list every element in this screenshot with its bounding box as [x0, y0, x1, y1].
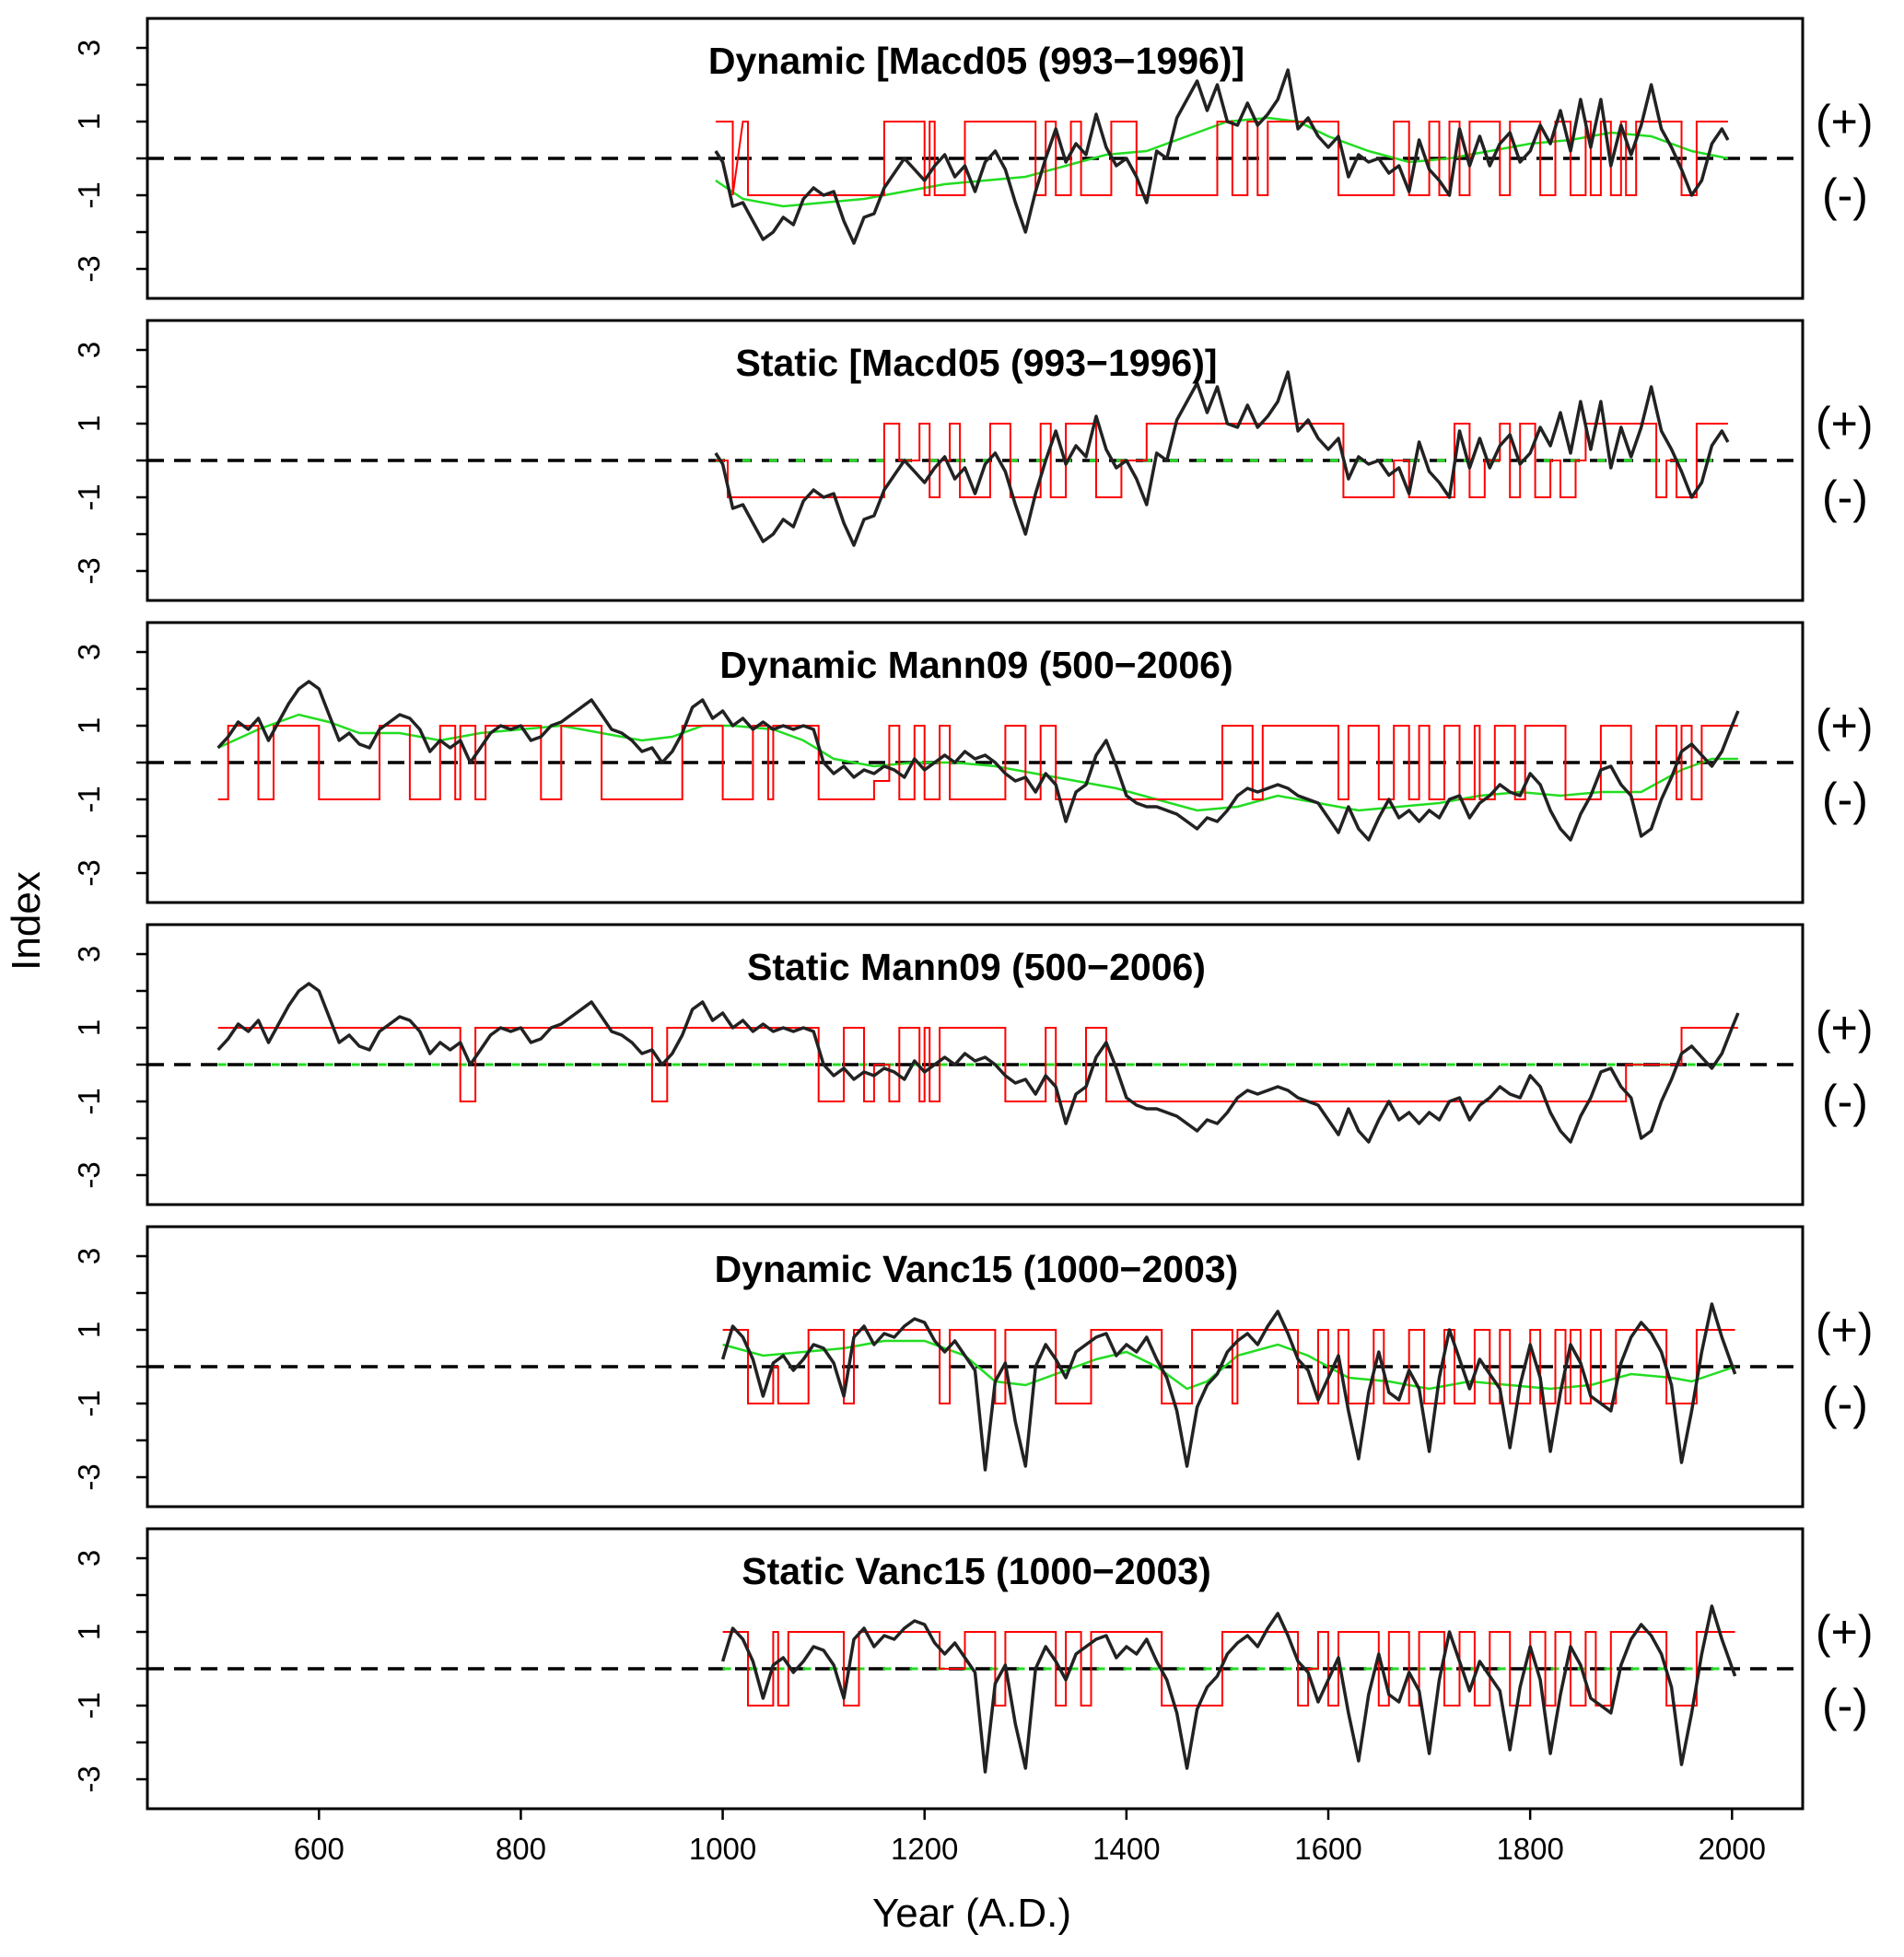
x-tick-label: 800: [496, 1832, 546, 1866]
y-tick-label: 3: [72, 1550, 106, 1567]
regime-line: [715, 121, 1728, 196]
y-tick-label: -1: [72, 786, 106, 812]
x-tick-label: 1600: [1294, 1832, 1361, 1866]
plus-label: (+): [1816, 700, 1874, 751]
y-tick-label: 1: [72, 113, 106, 130]
x-axis-label: Year (A.D.): [872, 1891, 1071, 1936]
y-tick-label: -1: [72, 1692, 106, 1718]
y-tick-label: 3: [72, 342, 106, 358]
panel-title: Static Mann09 (500−2006): [747, 946, 1206, 988]
x-tick-label: 1800: [1496, 1832, 1563, 1866]
y-tick-label: 1: [72, 1624, 106, 1640]
y-tick-label: -1: [72, 483, 106, 510]
panels: -3-113 Dynamic [Macd05 (993−1996)](+)(-)-…: [72, 17, 1874, 1866]
regime-line: [217, 725, 1738, 800]
x-tick-label: 2000: [1699, 1832, 1766, 1866]
y-tick-label: 1: [72, 1322, 106, 1338]
minus-label: (-): [1822, 472, 1868, 523]
y-tick-label: 3: [72, 644, 106, 660]
x-tick-label: 600: [294, 1832, 345, 1866]
panel-title: Static [Macd05 (993−1996)]: [735, 342, 1217, 384]
panel-6: -3 -1 1 3 600 800 1000 1200 1400 1600 1800 2000 Stat…: [72, 1527, 1874, 1866]
y-tick-label: 3: [72, 40, 106, 56]
y-tick-label: -3: [72, 255, 106, 282]
index-line: [720, 1604, 1737, 1774]
x-tick-label: 1200: [891, 1832, 958, 1866]
plus-label: (+): [1816, 1304, 1874, 1356]
minus-label: (-): [1822, 1378, 1868, 1429]
y-tick-label: -3: [72, 557, 106, 584]
regime-line: [715, 423, 1728, 498]
trend-line: [715, 116, 1729, 208]
x-tick-label: 1400: [1092, 1832, 1160, 1866]
y-tick-label: -1: [72, 181, 106, 208]
x-tick-label: 1000: [689, 1832, 756, 1866]
plus-label: (+): [1816, 398, 1874, 449]
panel-title: Dynamic Vanc15 (1000−2003): [715, 1248, 1239, 1290]
y-tick-label: -3: [72, 859, 106, 886]
index-line: [216, 982, 1740, 1144]
panel-2: -3 -1 1 3 Static [Macd05 (993−1996)] (+) (-): [72, 319, 1874, 602]
y-tick-label: 3: [72, 946, 106, 962]
regime-line: [722, 1329, 1735, 1404]
trend-line: [722, 1339, 1736, 1391]
minus-label: (-): [1822, 1076, 1868, 1127]
plus-label: (+): [1816, 96, 1874, 147]
y-tick-label: -1: [72, 1390, 106, 1416]
y-tick-label: 1: [72, 415, 106, 432]
y-tick-label: 3: [72, 1248, 106, 1264]
y-tick-label: -3: [72, 1765, 106, 1792]
plus-label: (+): [1816, 1002, 1874, 1054]
regime-line: [722, 1631, 1735, 1707]
panel-title: Dynamic [Macd05 (993−1996)]: [708, 40, 1244, 82]
panel-3: -3 -1 1 3 Dynamic Mann09 (500−2006) (+) (-): [72, 621, 1874, 904]
minus-label: (-): [1822, 169, 1868, 221]
panel-title: Dynamic Mann09 (500−2006): [719, 644, 1232, 686]
y-tick-label: -3: [72, 1161, 106, 1188]
y-tick-label: -1: [72, 1088, 106, 1114]
plus-label: (+): [1816, 1606, 1874, 1658]
y-tick-label: 1: [72, 717, 106, 734]
panel-title: Static Vanc15 (1000−2003): [742, 1550, 1210, 1592]
y-axis-label: Index: [4, 871, 49, 971]
index-line: [720, 1302, 1737, 1472]
panel-1: -3 -1 1 3 Dynamic [Macd05 (993−1996)] (+) (-): [72, 17, 1874, 300]
index-line: [714, 68, 1730, 245]
y-tick-label: 1: [72, 1019, 106, 1036]
index-line: [714, 370, 1730, 547]
minus-label: (-): [1822, 774, 1868, 825]
panel-4: -3 -1 1 3 Static Mann09 (500−2006) (+) (-): [72, 923, 1874, 1206]
minus-label: (-): [1822, 1680, 1868, 1731]
panel-5: -3 -1 1 3 Dynamic Vanc15 (1000−2003) (+) (-): [72, 1225, 1874, 1509]
y-tick-label: -3: [72, 1463, 106, 1490]
index-line: [216, 680, 1740, 842]
